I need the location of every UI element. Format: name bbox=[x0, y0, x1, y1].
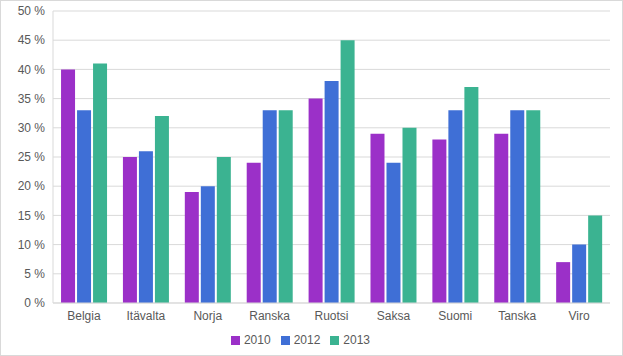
svg-text:35 %: 35 % bbox=[18, 92, 46, 106]
html-text:2013: 2013 bbox=[343, 333, 370, 347]
svg-text:Itävalta: Itävalta bbox=[126, 309, 165, 323]
svg-text:Suomi: Suomi bbox=[438, 309, 472, 323]
svg-text:5 %: 5 % bbox=[24, 267, 45, 281]
svg-text:Belgia: Belgia bbox=[67, 309, 101, 323]
svg-text:30 %: 30 % bbox=[18, 121, 46, 135]
svg-text:40 %: 40 % bbox=[18, 63, 46, 77]
svg-text:Tanska: Tanska bbox=[498, 309, 536, 323]
svg-text:Ranska: Ranska bbox=[249, 309, 290, 323]
svg-text:Ruotsi: Ruotsi bbox=[314, 309, 348, 323]
svg-text:0 %: 0 % bbox=[24, 296, 45, 310]
svg-text:50 %: 50 % bbox=[18, 4, 46, 18]
svg-text:15 %: 15 % bbox=[18, 209, 46, 223]
svg-text:Norja: Norja bbox=[193, 309, 222, 323]
svg-text:25 %: 25 % bbox=[18, 150, 46, 164]
html-text:2012: 2012 bbox=[293, 333, 321, 347]
html-text:2010: 2010 bbox=[243, 333, 271, 347]
svg-text:20 %: 20 % bbox=[18, 179, 46, 193]
svg-text:Saksa: Saksa bbox=[377, 309, 411, 323]
svg-text:45 %: 45 % bbox=[18, 33, 46, 47]
svg-text:Viro: Viro bbox=[568, 309, 589, 323]
svg-text:10 %: 10 % bbox=[18, 238, 46, 252]
